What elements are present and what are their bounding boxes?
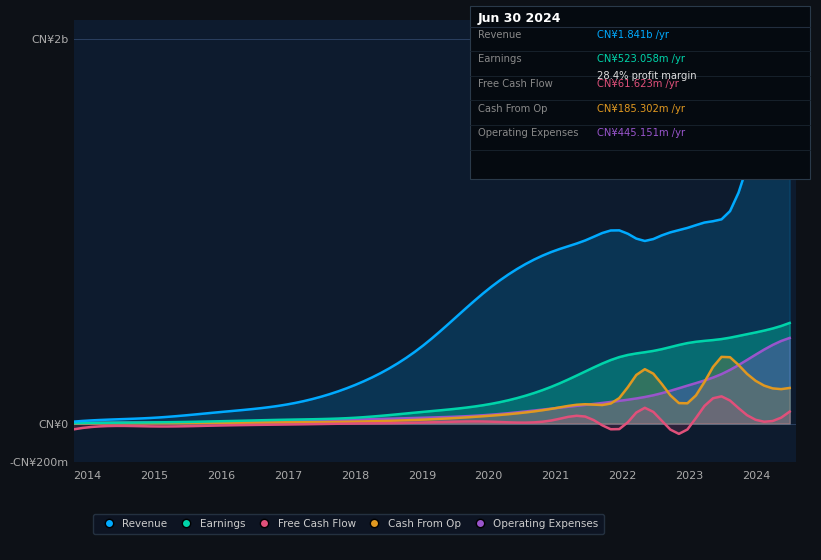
Text: Revenue: Revenue [478,30,521,40]
Legend: Revenue, Earnings, Free Cash Flow, Cash From Op, Operating Expenses: Revenue, Earnings, Free Cash Flow, Cash … [93,514,603,534]
Text: CN¥1.841b /yr: CN¥1.841b /yr [597,30,669,40]
Text: Free Cash Flow: Free Cash Flow [478,79,553,89]
Text: Operating Expenses: Operating Expenses [478,128,578,138]
Text: CN¥445.151m /yr: CN¥445.151m /yr [597,128,685,138]
Text: Jun 30 2024: Jun 30 2024 [478,12,562,25]
Text: 28.4% profit margin: 28.4% profit margin [597,71,696,81]
Text: Cash From Op: Cash From Op [478,104,548,114]
Text: CN¥61.623m /yr: CN¥61.623m /yr [597,79,679,89]
Text: CN¥523.058m /yr: CN¥523.058m /yr [597,54,685,64]
Text: CN¥185.302m /yr: CN¥185.302m /yr [597,104,685,114]
Text: Earnings: Earnings [478,54,521,64]
